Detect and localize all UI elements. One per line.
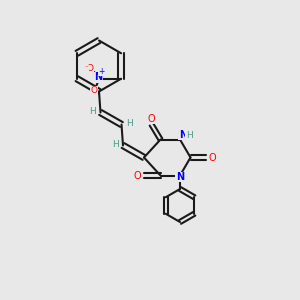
Text: H: H: [186, 130, 192, 140]
Text: H: H: [90, 106, 96, 116]
Text: H: H: [112, 140, 119, 148]
Text: O: O: [91, 86, 98, 95]
Text: ⁻: ⁻: [85, 65, 88, 71]
Text: N: N: [179, 130, 187, 140]
Text: N: N: [94, 72, 103, 82]
Text: +: +: [98, 67, 105, 76]
Text: O: O: [208, 152, 216, 163]
Text: O: O: [134, 170, 141, 181]
Text: N: N: [176, 172, 184, 182]
Text: O: O: [86, 64, 93, 73]
Text: H: H: [126, 118, 132, 127]
Text: O: O: [148, 113, 155, 124]
